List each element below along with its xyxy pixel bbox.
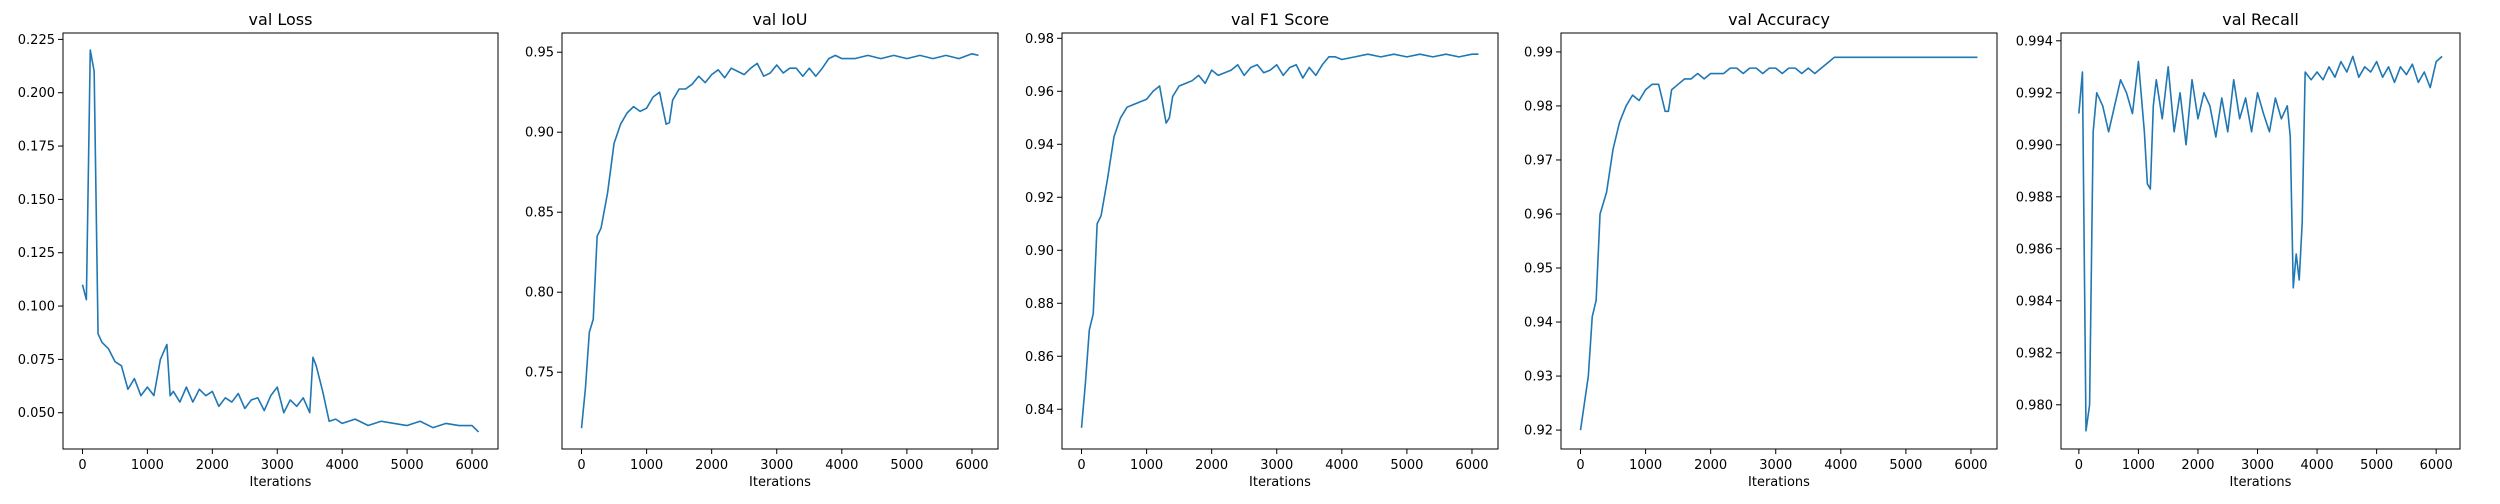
series-line-0-0 (81, 49, 480, 433)
y-tick-label: 0.97 (1524, 153, 1553, 168)
x-tick-label: 3000 (1759, 458, 1792, 473)
x-tick-label: 1000 (630, 458, 663, 473)
y-tick-label: 0.175 (18, 140, 55, 155)
x-axis-label: Iterations (250, 475, 312, 490)
y-tick-label: 0.95 (1524, 262, 1553, 277)
chart-title: val F1 Score (1231, 10, 1329, 29)
x-axis-label: Iterations (1748, 475, 1810, 490)
y-tick-label: 0.992 (2016, 86, 2053, 101)
x-tick-label: 0 (1576, 458, 1584, 473)
y-tick-label: 0.125 (18, 246, 55, 261)
x-tick-label: 4000 (825, 458, 858, 473)
y-tick-label: 0.93 (1524, 370, 1553, 385)
y-tick-label: 0.92 (1025, 191, 1054, 206)
y-tick-label: 0.982 (2016, 346, 2053, 361)
y-tick-label: 0.150 (18, 193, 55, 208)
chart-title: val Loss (249, 10, 313, 29)
series-line-2-0 (1080, 53, 1479, 428)
y-tick-label: 0.98 (1524, 99, 1553, 114)
x-tick-label: 2000 (2181, 458, 2214, 473)
x-tick-label: 5000 (1390, 458, 1423, 473)
y-tick-label: 0.075 (18, 353, 55, 368)
axes-frame (2060, 32, 2461, 450)
series-line-3-0 (1579, 56, 1978, 431)
x-tick-label: 6000 (955, 458, 988, 473)
chart-panel-0: 0 1000 2000 3000 4000 5000 6000 0.050 0.075 0.100… (18, 10, 499, 490)
x-tick-label: 5000 (391, 458, 424, 473)
x-tick-label: 2000 (1195, 458, 1228, 473)
y-tick-label: 0.94 (1025, 138, 1054, 153)
y-tick-label: 0.200 (18, 86, 55, 101)
x-tick-label: 2000 (695, 458, 728, 473)
y-tick-label: 0.92 (1524, 424, 1553, 439)
y-tick-label: 0.90 (525, 126, 554, 141)
y-tick-label: 0.99 (1524, 45, 1553, 60)
chart-panel-1: 0 1000 2000 3000 4000 5000 6000 0.75 0.80 0.85 0.9… (525, 10, 999, 490)
x-tick-label: 3000 (1260, 458, 1293, 473)
x-tick-label: 4000 (2301, 458, 2334, 473)
y-tick-label: 0.75 (525, 366, 554, 381)
y-tick-label: 0.90 (1025, 244, 1054, 259)
x-axis-label: Iterations (1249, 475, 1311, 490)
axes-frame (62, 32, 499, 450)
chart-panel-3: 0 1000 2000 3000 4000 5000 6000 0.92 0.93 0.94 0.9… (1524, 10, 1998, 490)
y-tick-label: 0.990 (2016, 138, 2053, 153)
x-tick-label: 0 (577, 458, 585, 473)
x-tick-label: 5000 (2360, 458, 2393, 473)
x-tick-label: 4000 (326, 458, 359, 473)
x-tick-label: 1000 (1130, 458, 1163, 473)
series-line-1-0 (580, 52, 979, 429)
axes-frame (1061, 32, 1499, 450)
x-tick-label: 5000 (890, 458, 923, 473)
y-tick-label: 0.050 (18, 406, 55, 421)
x-tick-label: 6000 (1455, 458, 1488, 473)
y-tick-label: 0.80 (525, 286, 554, 301)
x-tick-label: 4000 (1824, 458, 1857, 473)
x-tick-label: 3000 (760, 458, 793, 473)
y-tick-label: 0.94 (1524, 316, 1553, 331)
x-tick-label: 1000 (1629, 458, 1662, 473)
x-tick-label: 3000 (2241, 458, 2274, 473)
y-tick-label: 0.986 (2016, 242, 2053, 257)
x-tick-label: 1000 (2122, 458, 2155, 473)
x-axis-label: Iterations (749, 475, 811, 490)
x-tick-label: 0 (78, 458, 86, 473)
x-tick-label: 0 (1077, 458, 1085, 473)
x-tick-label: 2000 (1694, 458, 1727, 473)
chart-title: val IoU (752, 10, 807, 29)
x-tick-label: 4000 (1325, 458, 1358, 473)
chart-panel-2: 0 1000 2000 3000 4000 5000 6000 0.84 0.86 0.88 0.9… (1025, 10, 1499, 490)
chart-title: val Accuracy (1728, 10, 1830, 29)
x-axis-label: Iterations (2230, 475, 2292, 490)
y-tick-label: 0.95 (525, 46, 554, 61)
x-tick-label: 6000 (1954, 458, 1987, 473)
x-tick-label: 1000 (131, 458, 164, 473)
series-line-4-0 (2078, 55, 2443, 432)
y-tick-label: 0.225 (18, 33, 55, 48)
x-tick-label: 2000 (196, 458, 229, 473)
y-tick-label: 0.98 (1025, 32, 1054, 47)
y-tick-label: 0.984 (2016, 294, 2053, 309)
y-tick-label: 0.980 (2016, 398, 2053, 413)
y-tick-label: 0.96 (1025, 85, 1054, 100)
y-tick-label: 0.994 (2016, 34, 2053, 49)
y-tick-label: 0.88 (1025, 297, 1054, 312)
x-tick-label: 0 (2075, 458, 2083, 473)
chart-title: val Recall (2222, 10, 2299, 29)
y-tick-label: 0.100 (18, 300, 55, 315)
x-tick-label: 3000 (261, 458, 294, 473)
axes-frame (561, 32, 999, 450)
chart-panel-4: 0 1000 2000 3000 4000 5000 6000 0.980 0.982 0.984… (2016, 10, 2461, 490)
y-tick-label: 0.85 (525, 206, 554, 221)
y-tick-label: 0.96 (1524, 207, 1553, 222)
y-tick-label: 0.988 (2016, 190, 2053, 205)
y-tick-label: 0.84 (1025, 403, 1054, 418)
y-tick-label: 0.86 (1025, 350, 1054, 365)
x-tick-label: 6000 (2420, 458, 2453, 473)
x-tick-label: 6000 (455, 458, 488, 473)
x-tick-label: 5000 (1889, 458, 1922, 473)
axes-frame (1560, 32, 1998, 450)
